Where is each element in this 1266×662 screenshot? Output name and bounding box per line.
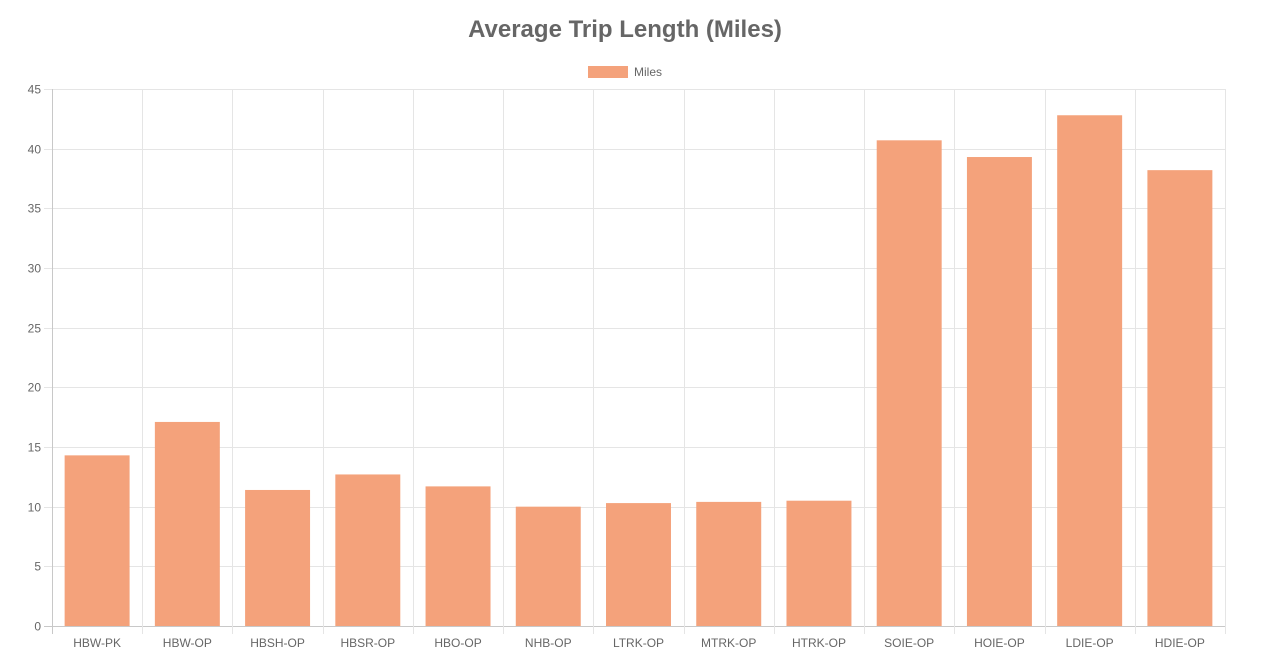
axes: 0 5 10 15 20 25 30 35 40 45 HBW-PK HBW-OP HBSH-OP HBS… [28,83,1205,651]
x-tick-label: LTRK-OP [613,636,664,650]
bar-hbo-op[interactable] [425,486,491,626]
x-tick-label: LDIE-OP [1066,636,1114,650]
bar-ltrk-op[interactable] [606,503,671,626]
legend-label: Miles [634,65,663,79]
bar-mtrk-op[interactable] [696,501,762,626]
y-tick-label: 15 [28,441,42,455]
x-tick-label: HTRK-OP [792,636,846,650]
x-tick-label: SOIE-OP [884,636,934,650]
x-tick-label: HBSH-OP [250,636,305,650]
x-tick-label: MTRK-OP [701,636,756,650]
y-tick-label: 30 [28,262,42,276]
x-tick-label: HOIE-OP [974,636,1025,650]
bars [64,115,1213,627]
chart-legend[interactable]: Miles [588,65,662,79]
bar-hbsh-op[interactable] [245,489,311,626]
y-tick-label: 40 [28,143,42,157]
y-tick-label: 35 [28,202,42,216]
x-tick-label: HBW-OP [163,636,212,650]
x-tick-label: NHB-OP [525,636,572,650]
bar-hoie-op[interactable] [966,157,1032,626]
bar-ldie-op[interactable] [1057,115,1123,627]
y-tick-label: 10 [28,501,42,515]
bar-hbw-op[interactable] [154,421,220,626]
y-tick-label: 5 [34,560,41,574]
y-tick-label: 25 [28,322,42,336]
x-tick-label: HBW-PK [73,636,121,650]
bar-nhb-op[interactable] [515,506,581,626]
x-tick-label: HBO-OP [434,636,481,650]
y-tick-label: 45 [28,83,42,97]
legend-swatch [588,66,628,78]
chart-title: Average Trip Length (Miles) [468,16,782,43]
bar-hdie-op[interactable] [1147,170,1213,626]
bar-soie-op[interactable] [876,140,942,626]
bar-hbw-pk[interactable] [64,455,130,626]
y-tick-label: 20 [28,381,42,395]
bar-hbsr-op[interactable] [335,474,401,626]
bar-htrk-op[interactable] [786,500,852,626]
y-tick-label: 0 [34,620,41,634]
x-tick-label: HBSR-OP [340,636,395,650]
x-tick-label: HDIE-OP [1155,636,1205,650]
